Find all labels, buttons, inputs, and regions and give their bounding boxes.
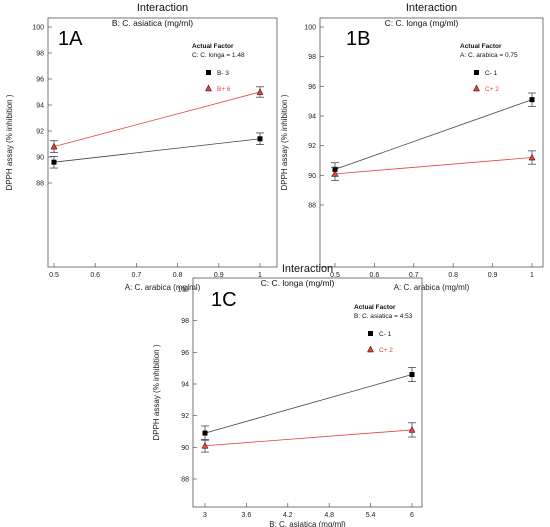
y-tick-label: 90 (308, 173, 316, 180)
x-tick-label: 4.2 (283, 512, 293, 519)
legend-marker-square (368, 331, 373, 336)
y-tick-label: 100 (177, 287, 189, 294)
x-tick-label: 3.6 (242, 512, 252, 519)
chart-subtitle-3: C: C. longa (mg/ml) (261, 278, 335, 288)
data-point-triangle (50, 142, 58, 150)
panel-label-1: 1A (58, 28, 83, 50)
legend-marker-triangle (205, 84, 212, 92)
y-tick-label: 96 (308, 84, 316, 91)
x-tick-label: 0.5 (330, 272, 340, 279)
x-tick-label: 1 (530, 272, 534, 279)
chart-title-3: Interaction (282, 263, 333, 275)
x-tick-label: 0.7 (132, 272, 142, 279)
series-line (334, 157, 533, 175)
data-point-triangle (331, 170, 339, 177)
chart-subtitle-2: C: C. longa (mg/ml) (385, 18, 459, 28)
y-tick-label: 88 (308, 203, 316, 210)
series-line (53, 138, 261, 163)
x-tick-label: 0.7 (409, 272, 419, 279)
x-tick-label: 0.9 (488, 272, 498, 279)
y-axis-label-1: DPPH assay (% inhibition ) (5, 94, 14, 190)
legend-marker-triangle (367, 345, 374, 353)
legend-marker-square (206, 70, 211, 75)
plot-frame-1 (47, 17, 278, 268)
y-tick-label: 90 (36, 155, 44, 162)
y-tick-label: 100 (304, 25, 316, 32)
y-tick-label: 98 (181, 318, 189, 325)
y-tick-label: 98 (36, 51, 44, 58)
y-tick-label: 96 (181, 350, 189, 357)
panel-label-3: 1C (211, 289, 237, 311)
y-tick-label: 96 (36, 77, 44, 84)
data-point-square (51, 159, 57, 165)
legend-entry-1: B- 3 (217, 70, 229, 77)
legend-marker-square (474, 70, 479, 75)
data-point-square (257, 136, 263, 142)
data-point-triangle (256, 88, 264, 95)
legend-subtitle-2: A: C. arabica = 0.75 (460, 52, 518, 59)
legend-title-1: Actual Factor (192, 43, 234, 50)
x-tick-label: 0.8 (448, 272, 458, 279)
data-point-square (409, 372, 415, 377)
data-point-triangle (528, 153, 536, 161)
data-point-triangle (201, 442, 209, 449)
y-tick-label: 94 (181, 382, 189, 389)
series-line (334, 99, 533, 170)
panel-label-2: 1B (346, 28, 370, 50)
series-line (204, 374, 413, 434)
x-tick-label: 6 (410, 512, 414, 519)
y-tick-label: 88 (181, 477, 189, 484)
legend-entry-1: C- 1 (485, 70, 498, 77)
plot-frame-2 (319, 17, 544, 268)
x-tick-label: 5.4 (366, 512, 376, 519)
x-tick-label: 0.5 (49, 272, 59, 279)
y-axis-label-3: DPPH assay (% inhibition ) (152, 344, 161, 440)
legend-subtitle-1: C: C. longa = 1.48 (192, 52, 245, 59)
y-tick-label: 92 (181, 413, 189, 420)
x-tick-label: 0.6 (370, 272, 380, 279)
legend-entry-1: C- 1 (379, 331, 392, 338)
data-point-square (202, 430, 208, 436)
x-axis-label-3: B: C. asiatica (mg/ml) (269, 520, 346, 527)
chart-title-1: Interaction (137, 2, 188, 14)
legend-subtitle-3: B: C. asiatica = 4.53 (354, 313, 413, 320)
y-tick-label: 90 (181, 445, 189, 452)
series-line (53, 91, 261, 147)
x-tick-label: 0.6 (90, 272, 100, 279)
y-tick-label: 92 (36, 129, 44, 136)
plot-frame-3 (192, 277, 423, 508)
x-axis-label-2: A: C. arabica (mg/ml) (394, 283, 470, 292)
y-tick-label: 94 (308, 114, 316, 121)
legend-entry-2: C+ 2 (485, 86, 499, 93)
y-tick-label: 100 (32, 25, 44, 32)
x-tick-label: 0.8 (173, 272, 183, 279)
legend-title-2: Actual Factor (460, 43, 502, 50)
x-axis-label-1: A: C. arabica (mg/ml) (125, 283, 201, 292)
x-tick-label: 4.8 (324, 512, 334, 519)
series-line (204, 429, 413, 447)
data-point-triangle (408, 426, 416, 433)
chart-subtitle-1: B: C. asiatica (mg/ml) (112, 18, 193, 28)
y-tick-label: 94 (36, 103, 44, 110)
y-axis-label-2: DPPH assay (% inhibition ) (280, 94, 289, 190)
chart-title-2: Interaction (406, 2, 457, 14)
legend-title-3: Actual Factor (354, 304, 396, 311)
legend-marker-triangle (473, 84, 480, 92)
x-tick-label: 3 (203, 512, 207, 519)
y-tick-label: 98 (308, 54, 316, 61)
legend-entry-2: C+ 2 (379, 347, 393, 354)
y-tick-label: 88 (36, 181, 44, 188)
x-tick-label: 0.9 (214, 272, 224, 279)
y-tick-label: 92 (308, 143, 316, 150)
legend-entry-2: B+ 6 (217, 86, 231, 93)
data-point-square (529, 97, 535, 103)
x-tick-label: 1 (258, 272, 262, 279)
